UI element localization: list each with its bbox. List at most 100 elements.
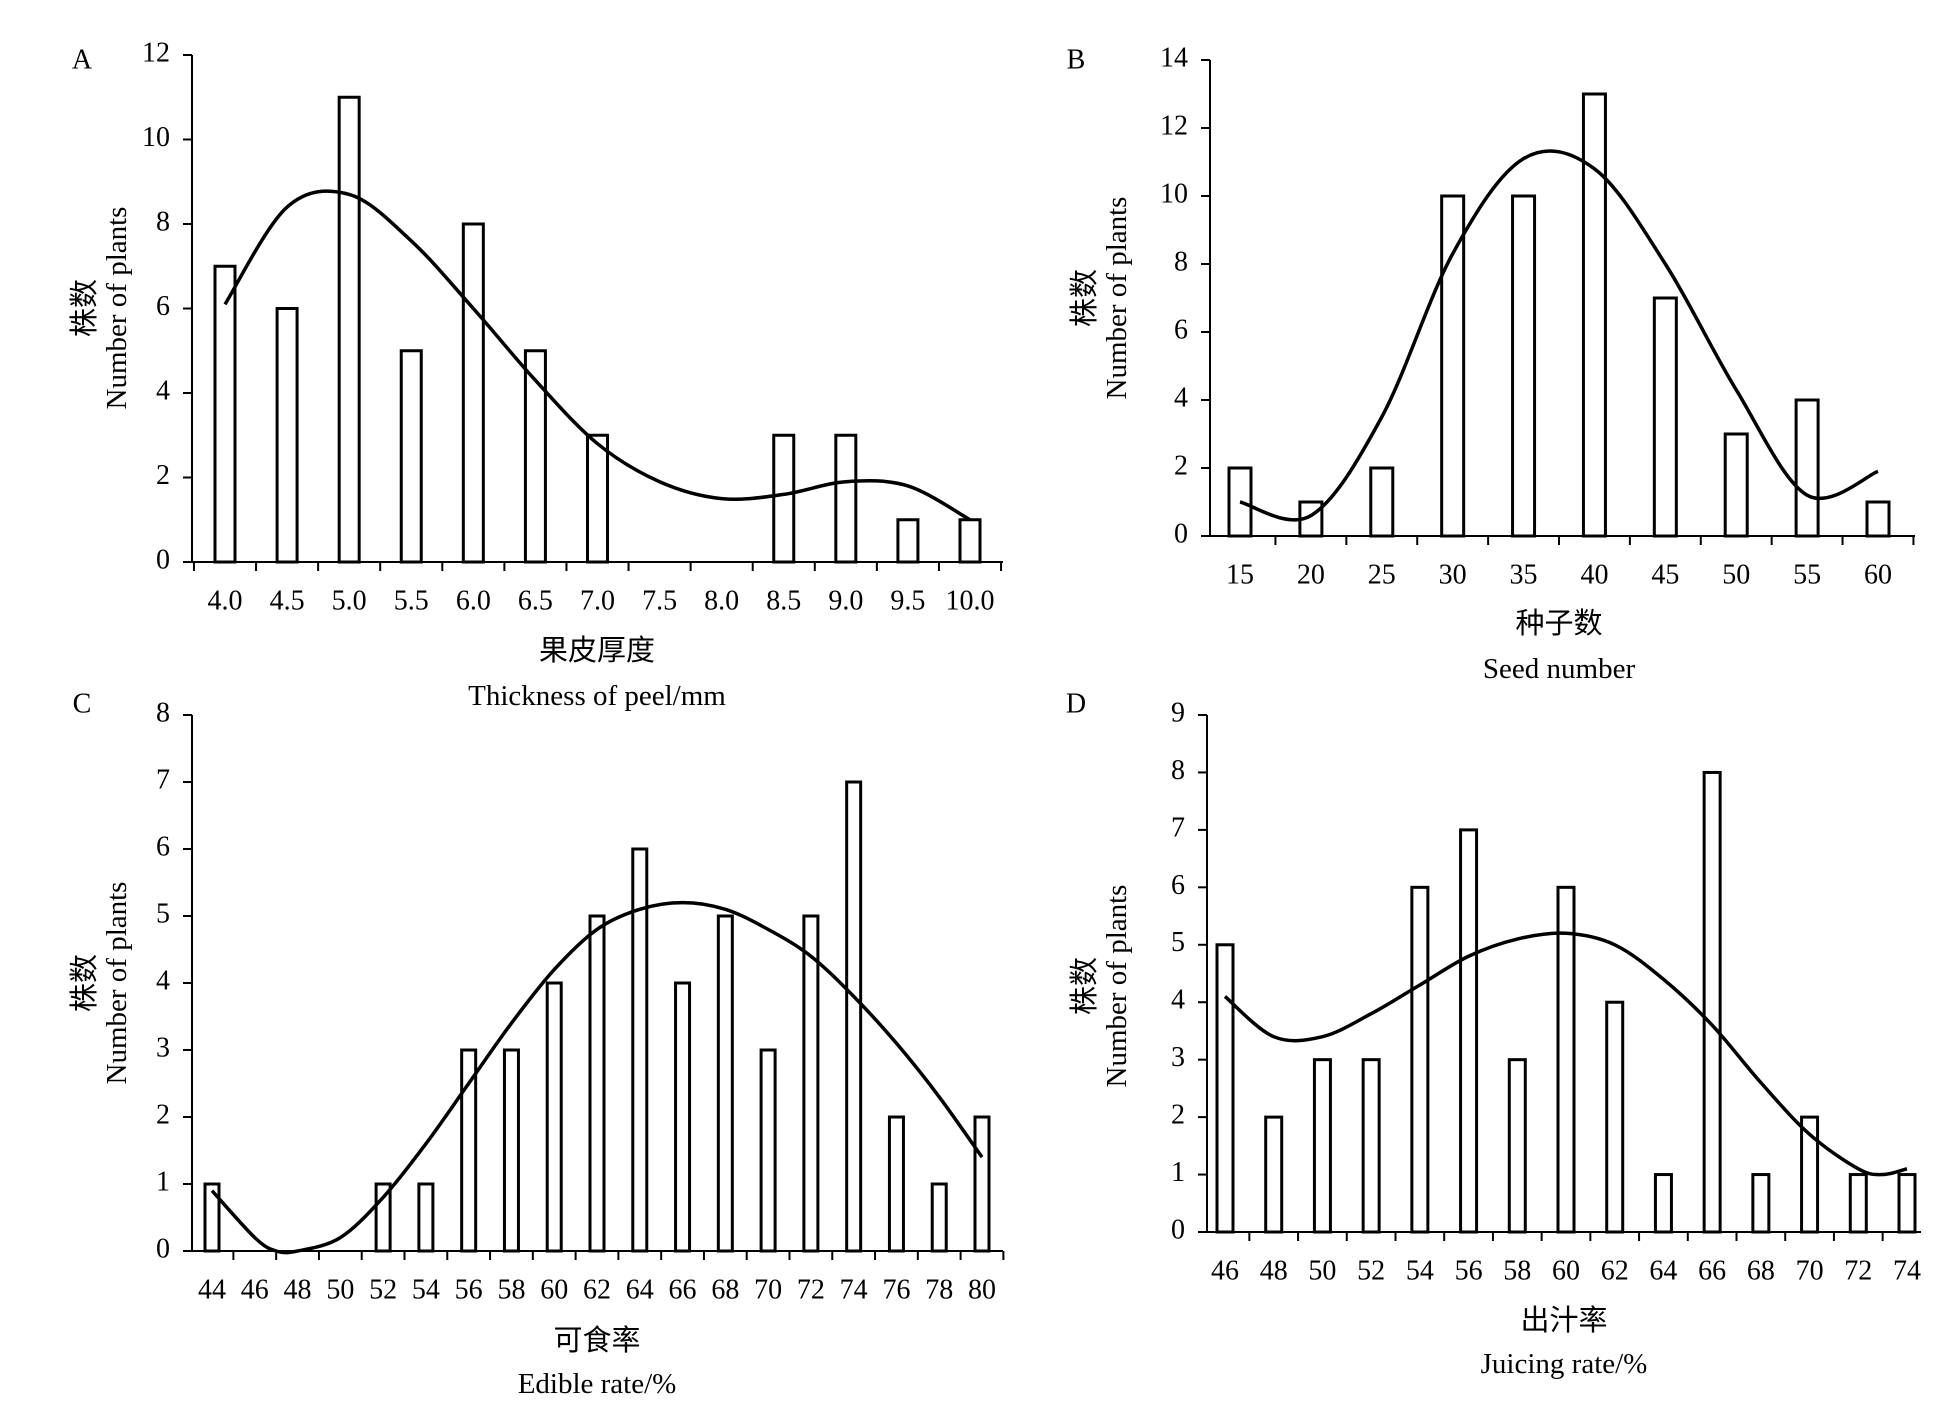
y-tick-label: 1 [156, 1166, 170, 1197]
bar [399, 349, 423, 564]
bar [337, 95, 361, 564]
x-tick-label: 54 [412, 1274, 440, 1305]
x-tick-label: 76 [882, 1274, 910, 1305]
x-axis-title-cn: 种子数 [1515, 607, 1602, 640]
x-tick-label: 56 [1455, 1255, 1483, 1286]
y-tick-label: 2 [1171, 1100, 1185, 1131]
x-tick-label: 62 [1601, 1255, 1629, 1286]
bar [1794, 398, 1820, 538]
x-tick-label: 62 [583, 1274, 611, 1305]
x-tick-label: 35 [1510, 559, 1538, 590]
y-tick-label: 6 [1171, 870, 1185, 901]
y-axis-title: 株数Number of plants [68, 207, 133, 410]
x-tick-label: 48 [284, 1274, 312, 1305]
x-tick-label: 74 [1893, 1255, 1921, 1286]
y-tick-label: 0 [1171, 1214, 1185, 1245]
y-axis-title-en: Number of plants [1101, 885, 1133, 1088]
bar [1723, 432, 1749, 538]
x-tick-label: 56 [455, 1274, 483, 1305]
y-tick-label: 4 [1171, 985, 1185, 1016]
bar [772, 433, 796, 564]
x-tick-label: 30 [1439, 559, 1467, 590]
bar [845, 780, 863, 1253]
bar [887, 1115, 905, 1253]
y-tick-label: 3 [1171, 1042, 1185, 1073]
x-tick-label: 15 [1226, 559, 1254, 590]
trend-line [223, 189, 971, 522]
x-tick-label: 68 [711, 1274, 739, 1305]
x-tick-label: 55 [1793, 559, 1821, 590]
x-tick-label: 58 [1503, 1255, 1531, 1286]
y-axis-title: 株数Number of plants [1068, 885, 1133, 1088]
x-tick-label: 9.5 [890, 585, 925, 616]
x-axis-title-en: Thickness of peel/mm [468, 680, 726, 712]
y-axis-title-cn: 株数 [68, 279, 101, 337]
panel-letter: B [1067, 44, 1086, 75]
bar [716, 914, 734, 1253]
y-tick-label: 4 [156, 375, 170, 406]
panel-letter: A [72, 44, 93, 75]
bar [588, 914, 606, 1253]
panel-letter: C [73, 688, 92, 719]
y-tick-label: 10 [142, 122, 170, 153]
y-tick-label: 2 [156, 460, 170, 491]
x-tick-label: 8.5 [766, 585, 801, 616]
y-tick-label: 8 [1174, 246, 1188, 277]
x-tick-label: 72 [1844, 1255, 1872, 1286]
bar [958, 518, 982, 564]
y-tick-label: 4 [156, 965, 170, 996]
trend-line [1239, 149, 1879, 522]
bar [631, 847, 649, 1253]
x-tick-label: 40 [1580, 559, 1608, 590]
x-tick-label: 44 [198, 1274, 226, 1305]
y-axis-title-cn: 株数 [68, 954, 101, 1012]
bar [1652, 296, 1678, 538]
x-tick-label: 46 [1211, 1255, 1239, 1286]
bar [1897, 1173, 1917, 1234]
y-axis-title-en: Number of plants [101, 882, 133, 1085]
bar [1511, 194, 1537, 538]
x-tick-label: 10.0 [946, 585, 995, 616]
bar [896, 518, 920, 564]
y-tick-label: 8 [1171, 755, 1185, 786]
bar [1751, 1173, 1771, 1234]
y-tick-label: 1 [1171, 1157, 1185, 1188]
y-tick-label: 8 [156, 206, 170, 237]
y-tick-label: 2 [156, 1099, 170, 1130]
bar [759, 1048, 777, 1253]
bar [586, 433, 609, 564]
bar [1361, 1058, 1381, 1234]
y-tick-label: 3 [156, 1032, 170, 1063]
x-tick-label: 9.0 [828, 585, 863, 616]
bar [1440, 194, 1466, 538]
y-tick-label: 7 [1171, 812, 1185, 843]
bar [1605, 1000, 1625, 1234]
y-tick-label: 8 [156, 697, 170, 728]
bar [460, 1048, 478, 1253]
x-tick-label: 4.5 [270, 585, 305, 616]
x-tick-label: 60 [1864, 559, 1892, 590]
bar [275, 307, 299, 564]
bar [1507, 1058, 1527, 1234]
x-tick-label: 50 [1722, 559, 1750, 590]
trend-line [210, 900, 984, 1255]
bar [1556, 885, 1576, 1234]
y-tick-label: 2 [1174, 450, 1188, 481]
x-tick-label: 46 [241, 1274, 269, 1305]
y-tick-label: 6 [1174, 314, 1188, 345]
x-tick-label: 70 [754, 1274, 782, 1305]
bar [1865, 500, 1891, 538]
trend-line [1223, 931, 1908, 1177]
y-axis-title: 株数Number of plants [68, 882, 133, 1085]
bar [1369, 466, 1395, 538]
bar [502, 1048, 520, 1253]
x-tick-label: 5.0 [332, 585, 367, 616]
y-axis-title-en: Number of plants [1101, 197, 1133, 400]
x-tick-label: 6.0 [456, 585, 491, 616]
y-tick-label: 12 [142, 37, 170, 68]
y-tick-label: 5 [1171, 927, 1185, 958]
y-tick-label: 5 [156, 898, 170, 929]
x-tick-label: 7.0 [580, 585, 615, 616]
